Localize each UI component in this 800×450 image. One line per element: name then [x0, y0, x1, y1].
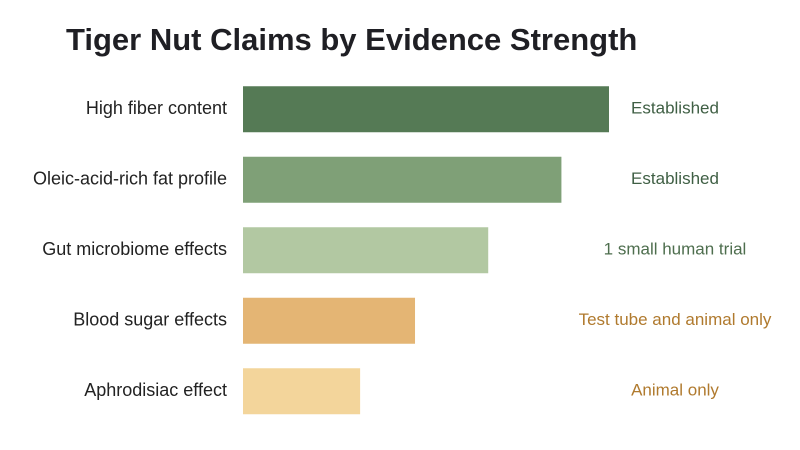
category-label: Blood sugar effects — [73, 310, 227, 330]
bar — [243, 86, 609, 133]
evidence-label: Established — [631, 99, 719, 118]
bar — [243, 227, 489, 274]
evidence-label: Test tube and animal only — [579, 310, 772, 329]
bar — [243, 297, 416, 344]
bar — [243, 368, 361, 415]
bar — [243, 156, 562, 203]
evidence-label: Animal only — [631, 381, 719, 400]
category-label: Oleic-acid-rich fat profile — [33, 169, 227, 189]
category-label: High fiber content — [86, 98, 227, 118]
evidence-label: Established — [631, 169, 719, 188]
category-label: Aphrodisiac effect — [84, 380, 227, 400]
evidence-label: 1 small human trial — [604, 240, 747, 259]
category-label: Gut microbiome effects — [42, 239, 227, 259]
chart-title: Tiger Nut Claims by Evidence Strength — [66, 22, 637, 57]
